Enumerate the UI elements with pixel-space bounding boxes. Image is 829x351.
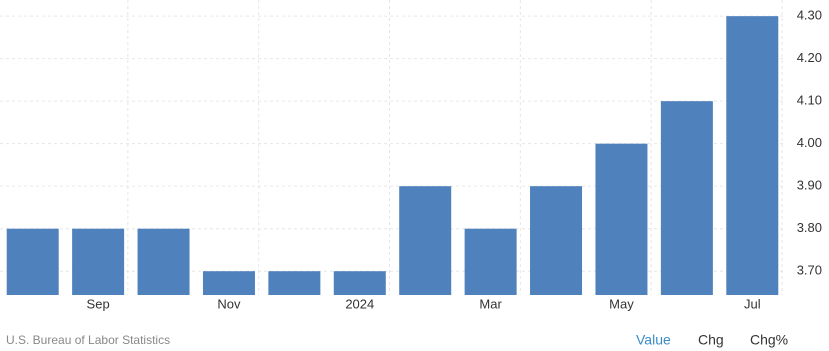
bar (726, 16, 779, 295)
y-tick-label: 4.20 (797, 50, 822, 65)
bar (6, 228, 59, 295)
tab-chg[interactable]: Chg (698, 332, 724, 348)
x-tick-label: Sep (87, 296, 110, 311)
y-tick-label: 3.70 (797, 263, 822, 278)
bar (530, 186, 583, 295)
bar (72, 228, 125, 295)
tab-chg-pct[interactable]: Chg% (750, 332, 788, 348)
bar (137, 228, 190, 295)
y-tick-label: 3.80 (797, 220, 822, 235)
bar (333, 271, 386, 295)
bar (595, 143, 648, 295)
y-tick-label: 4.10 (797, 93, 822, 108)
y-tick-label: 3.90 (797, 178, 822, 193)
bar (268, 271, 321, 295)
x-tick-label: May (609, 296, 634, 311)
y-tick-label: 4.30 (797, 8, 822, 23)
x-tick-label: Nov (217, 296, 241, 311)
bar (399, 186, 452, 295)
bar (202, 271, 255, 295)
y-tick-label: 4.00 (797, 135, 822, 150)
x-tick-label: 2024 (345, 296, 374, 311)
bar (464, 228, 517, 295)
tab-value[interactable]: Value (636, 332, 671, 348)
x-tick-label: Mar (479, 296, 502, 311)
source: U.S. Bureau of Labor Statistics (6, 333, 170, 347)
bar (660, 101, 713, 295)
x-tick-label: Jul (744, 296, 761, 311)
